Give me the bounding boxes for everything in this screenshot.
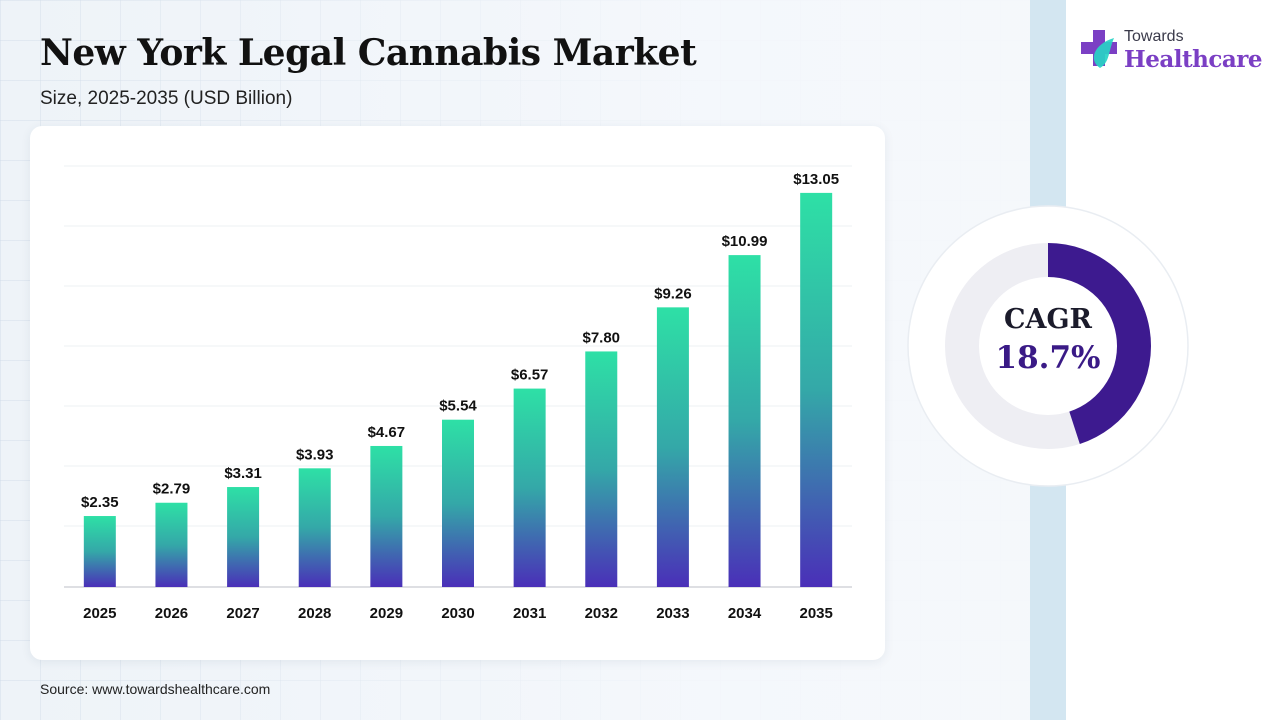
cagr-label: CAGR — [1004, 304, 1092, 335]
x-tick-2026: 2026 — [155, 605, 188, 622]
x-tick-2028: 2028 — [298, 605, 331, 622]
data-label-2025: $2.35 — [81, 494, 119, 511]
cagr-donut: CAGR 18.7% — [906, 204, 1190, 488]
source-note: Source: www.towardshealthcare.com — [40, 681, 271, 697]
data-label-2027: $3.31 — [224, 465, 262, 482]
logo-top-text: Towards — [1124, 28, 1184, 45]
bar-chart: $2.35 2025 $2.79 2026 $3.31 2027 $3.93 2028 $4.6… — [64, 165, 852, 622]
data-label-2032: $7.80 — [582, 329, 620, 346]
page-title: New York Legal Cannabis Market — [40, 32, 697, 74]
bar-2030 — [442, 419, 474, 587]
x-tick-2027: 2027 — [226, 605, 259, 622]
x-tick-2025: 2025 — [83, 605, 116, 622]
cagr-value: 18.7% — [995, 340, 1101, 376]
bar-2025 — [83, 516, 116, 587]
bar-2029 — [370, 445, 403, 587]
bar-2035 — [800, 192, 833, 587]
chart-card: $2.35 2025 $2.79 2026 $3.31 2027 $3.93 2028 $4.6… — [30, 126, 885, 660]
bar-2028 — [298, 468, 331, 587]
data-label-2026: $2.79 — [153, 481, 191, 498]
bar-2033 — [656, 307, 689, 587]
x-tick-2030: 2030 — [441, 605, 474, 622]
medical-cross-icon — [1081, 30, 1117, 68]
x-tick-2035: 2035 — [799, 605, 832, 622]
page-subtitle: Size, 2025-2035 (USD Billion) — [40, 88, 293, 109]
data-label-2029: $4.67 — [368, 424, 406, 441]
cagr-ring-progress — [1047, 243, 1151, 444]
x-tick-2033: 2033 — [656, 605, 689, 622]
bar-2027 — [227, 487, 260, 587]
data-label-2035: $13.05 — [793, 171, 839, 188]
logo-main-text: Healthcare — [1124, 46, 1263, 73]
x-tick-2034: 2034 — [728, 605, 762, 622]
brand-logo[interactable]: Towards Healthcare — [1080, 28, 1263, 78]
x-tick-2031: 2031 — [513, 605, 546, 622]
x-tick-2029: 2029 — [370, 605, 403, 622]
data-label-2033: $9.26 — [654, 285, 692, 302]
data-label-2030: $5.54 — [439, 398, 477, 415]
data-label-2034: $10.99 — [722, 233, 768, 250]
bar-2026 — [155, 502, 188, 587]
bar-2034 — [728, 255, 761, 588]
bar-2031 — [513, 388, 546, 587]
data-label-2031: $6.57 — [511, 367, 549, 384]
x-tick-2032: 2032 — [585, 605, 618, 622]
bar-2032 — [585, 351, 618, 587]
data-label-2028: $3.93 — [296, 446, 334, 463]
cagr-ring — [907, 205, 1189, 487]
